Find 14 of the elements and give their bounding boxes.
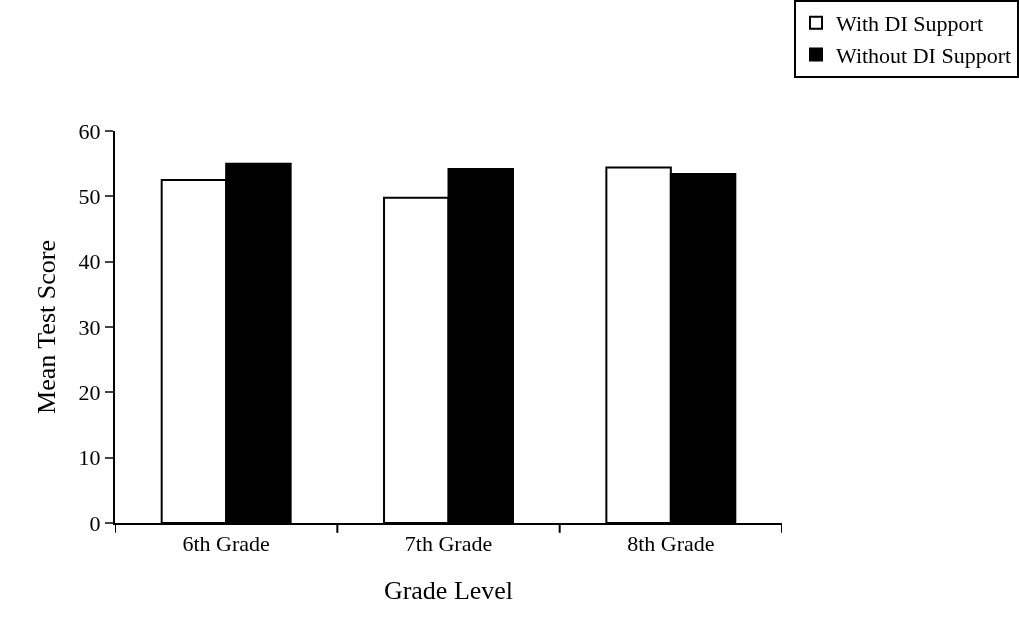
y-tick-label: 10 [78, 445, 101, 471]
y-tick-label: 30 [78, 314, 101, 340]
y-tick-label: 60 [78, 118, 101, 144]
x-tick-label: 8th Grade [627, 531, 715, 557]
y-tick-label: 0 [89, 510, 101, 536]
y-tick-label: 50 [78, 184, 101, 210]
x-tick-label: 6th Grade [182, 531, 270, 557]
x-tick-label: 7th Grade [404, 531, 493, 557]
y-tick-label: 20 [78, 380, 101, 406]
y-axis-title: Mean Test Score [32, 240, 62, 414]
y-tick-label: 40 [78, 249, 101, 275]
x-axis-title: Grade Level [383, 575, 514, 605]
legend-label: Without DI Support [836, 42, 1012, 68]
legend-label: With DI Support [836, 11, 983, 37]
